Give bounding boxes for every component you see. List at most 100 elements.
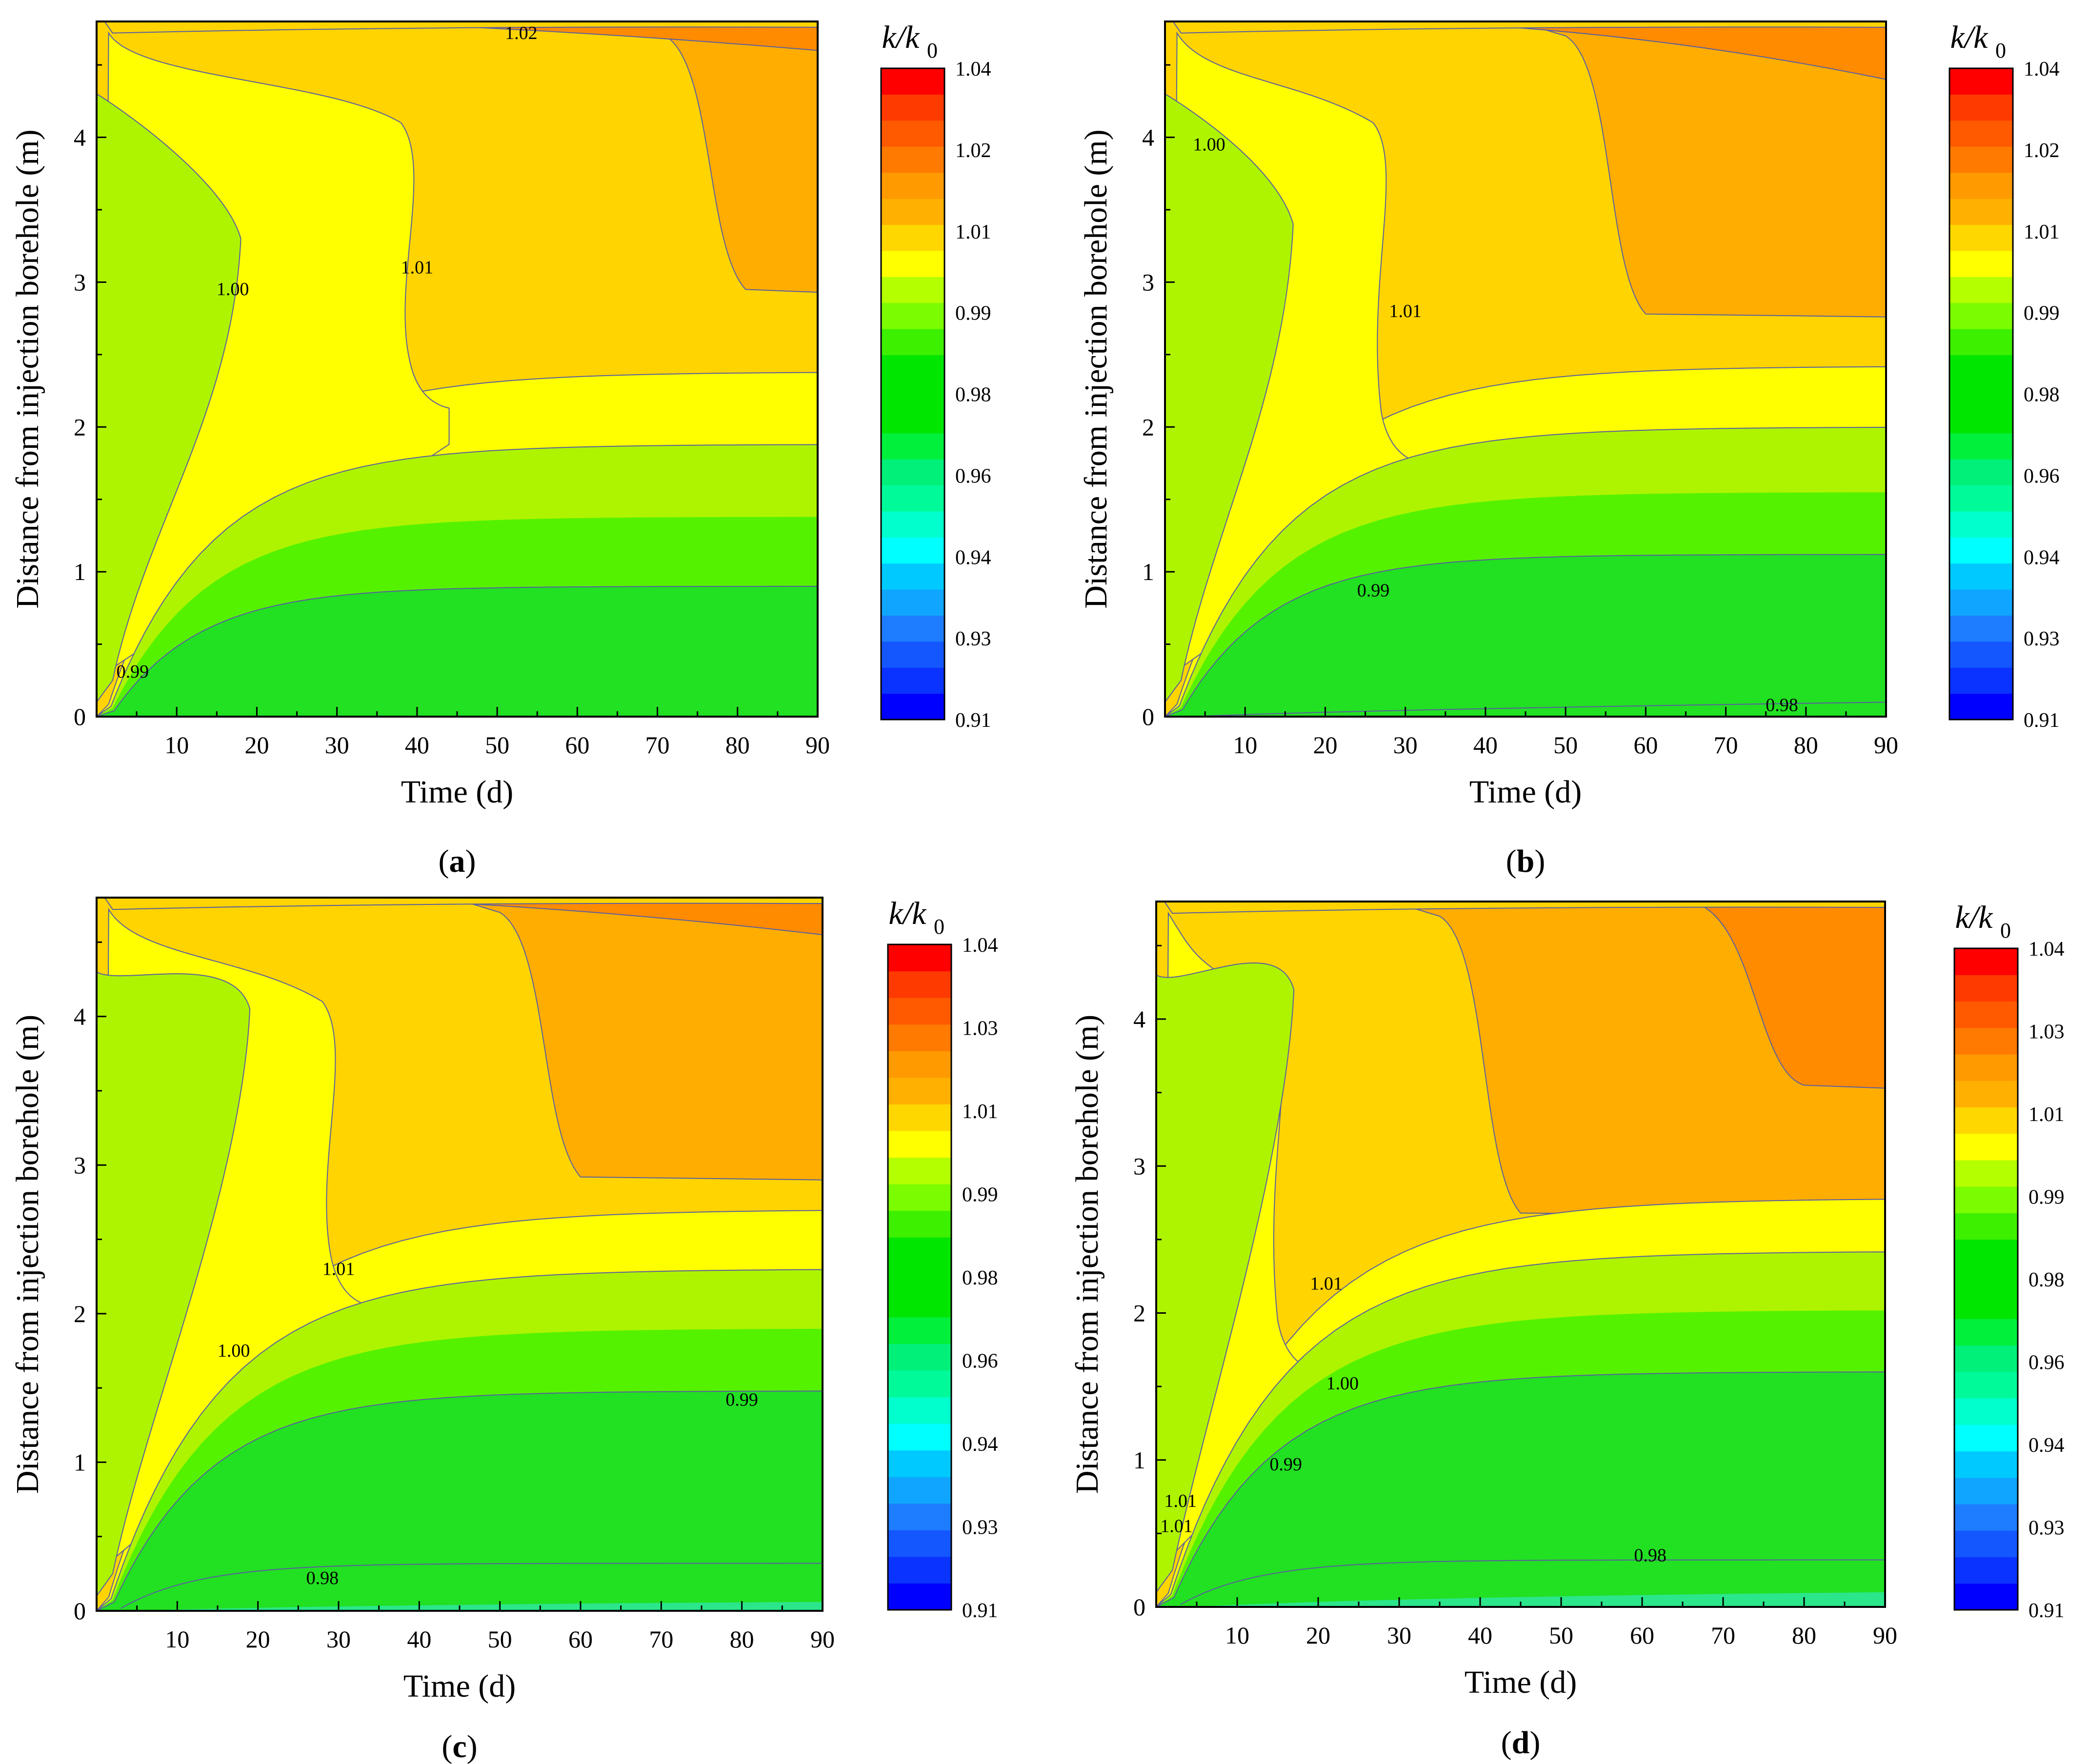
y-tick-label: 4 bbox=[1142, 124, 1154, 151]
colorbar-band bbox=[1954, 1265, 2018, 1293]
colorbar-band bbox=[888, 1450, 951, 1477]
x-tick-label: 60 bbox=[1633, 731, 1658, 759]
x-tick-label: 30 bbox=[1387, 1622, 1411, 1649]
colorbar-tick-label: 1.04 bbox=[955, 58, 991, 80]
x-axis-label: Time (d) bbox=[1469, 774, 1582, 810]
region-green-tongue bbox=[97, 971, 251, 1597]
colorbar-band bbox=[881, 224, 944, 251]
x-tick-label: 10 bbox=[1225, 1622, 1249, 1649]
y-tick-label: 4 bbox=[74, 124, 86, 151]
x-tick-label: 50 bbox=[488, 1625, 512, 1653]
colorbar-tick-label: 0.99 bbox=[2029, 1186, 2065, 1209]
colorbar-band bbox=[1954, 1451, 2018, 1478]
colorbar-band bbox=[1949, 537, 2013, 564]
x-tick-label: 80 bbox=[1792, 1622, 1816, 1649]
region-top-strip bbox=[1164, 902, 1885, 914]
y-tick-label: 0 bbox=[1133, 1593, 1145, 1621]
region-top-strip bbox=[104, 898, 823, 910]
colorbar-band bbox=[1954, 1583, 2018, 1610]
x-tick-label: 40 bbox=[1473, 731, 1498, 759]
colorbar-band bbox=[1954, 1557, 2018, 1584]
colorbar-band bbox=[888, 1184, 951, 1211]
contour-0.98 bbox=[1180, 1559, 1885, 1605]
colorbar-band bbox=[881, 563, 944, 590]
x-axis-label: Time (d) bbox=[403, 1668, 516, 1704]
colorbar-tick-label: 0.93 bbox=[2029, 1517, 2065, 1540]
region-orange bbox=[1517, 21, 1886, 318]
colorbar-band bbox=[1954, 1424, 2018, 1452]
x-tick-label: 70 bbox=[645, 731, 670, 759]
colorbar-band bbox=[1954, 1107, 2018, 1134]
plot-area: 1.00 1.01 0.99 0.98 bbox=[97, 898, 823, 1611]
contour-label: 0.98 bbox=[1634, 1545, 1667, 1566]
colorbar-band bbox=[1949, 459, 2013, 485]
colorbar-band bbox=[881, 329, 944, 355]
region-green-tongue bbox=[1165, 93, 1294, 703]
colorbar-title-subscript: 0 bbox=[927, 39, 938, 62]
colorbar-tick-label: 1.01 bbox=[962, 1101, 998, 1123]
colorbar-tick-label: 1.03 bbox=[962, 1018, 998, 1040]
colorbar-frame bbox=[887, 943, 952, 1611]
colorbar-band bbox=[1954, 1345, 2018, 1372]
colorbar-band bbox=[1954, 1081, 2018, 1108]
colorbar-band bbox=[888, 971, 951, 998]
x-tick-label: 50 bbox=[485, 731, 509, 759]
colorbar-band bbox=[1949, 172, 2013, 199]
contour-label: 1.02 bbox=[505, 23, 538, 43]
colorbar-band bbox=[1949, 433, 2013, 460]
colorbar-band bbox=[1954, 1027, 2018, 1055]
region-green-band bbox=[97, 585, 818, 717]
region-dark-orange bbox=[1690, 902, 1885, 1089]
colorbar-band bbox=[1949, 329, 2013, 355]
colorbar-tick-label: 0.93 bbox=[955, 628, 991, 650]
x-tick-label: 80 bbox=[725, 731, 750, 759]
colorbar-band bbox=[888, 1423, 951, 1451]
colorbar-band bbox=[1949, 224, 2013, 251]
y-tick-label: 0 bbox=[1142, 703, 1154, 730]
colorbar-tick-label: 0.93 bbox=[962, 1517, 998, 1539]
colorbar-band bbox=[881, 146, 944, 173]
x-tick-label: 90 bbox=[805, 731, 830, 759]
colorbar-tick-label: 0.91 bbox=[955, 709, 991, 732]
region-green-band bbox=[1165, 554, 1886, 717]
x-tick-label: 50 bbox=[1549, 1622, 1573, 1649]
y-tick-label: 4 bbox=[74, 1003, 86, 1030]
x-tick-label: 90 bbox=[810, 1625, 835, 1653]
colorbar-tick-label: 1.01 bbox=[2024, 221, 2060, 243]
colorbar-band bbox=[1954, 1530, 2018, 1558]
colorbar-tick-label: 1.04 bbox=[2024, 58, 2060, 80]
colorbar-band bbox=[888, 944, 951, 972]
colorbar-tick-label: 1.04 bbox=[962, 934, 998, 957]
chart-panel-1: 1.02 1.00 1.01 0.99 10 20 30 40 50 60 70 80 90 0 1 2 3 4 T… bbox=[10, 20, 991, 879]
colorbar-tick-label: 1.04 bbox=[2029, 938, 2065, 961]
colorbar-band bbox=[1954, 1160, 2018, 1187]
x-tick-label: 40 bbox=[407, 1625, 431, 1653]
x-tick-label: 80 bbox=[730, 1625, 754, 1653]
colorbar-tick-label: 0.96 bbox=[962, 1350, 998, 1373]
colorbar-tick-label: 0.98 bbox=[2029, 1269, 2065, 1291]
colorbar-tick-label: 0.98 bbox=[955, 384, 991, 406]
y-axis-label: Distance from injection borehole (m) bbox=[1078, 129, 1114, 608]
panel-label: (b) bbox=[1506, 843, 1546, 879]
region-orange bbox=[451, 898, 823, 1181]
chart-panel-2: 1.00 1.01 0.99 0.98 10 20 30 40 50 60 70 80 90 0 1 2 3 4 T… bbox=[1078, 20, 2060, 879]
colorbar-band bbox=[881, 355, 944, 381]
colorbar-tick-label: 0.91 bbox=[2024, 709, 2060, 732]
colorbar-band bbox=[881, 693, 944, 720]
plot-area: 1.02 1.00 1.01 0.99 bbox=[97, 21, 818, 717]
colorbar-band bbox=[881, 433, 944, 460]
colorbar-tick-label: 0.94 bbox=[2029, 1434, 2065, 1457]
colorbar-band bbox=[881, 172, 944, 199]
colorbar-band bbox=[888, 1477, 951, 1504]
contour-label: 1.01 bbox=[1310, 1273, 1343, 1294]
x-tick-label: 60 bbox=[568, 1625, 593, 1653]
colorbar-band bbox=[888, 1263, 951, 1291]
colorbar-band bbox=[888, 1583, 951, 1610]
x-tick-label: 10 bbox=[165, 1625, 189, 1653]
colorbar-band bbox=[1949, 277, 2013, 303]
x-tick-label: 40 bbox=[1468, 1622, 1492, 1649]
colorbar-band bbox=[1949, 68, 2013, 95]
x-tick-label: 10 bbox=[1233, 731, 1257, 759]
panel-label: (c) bbox=[442, 1729, 477, 1764]
